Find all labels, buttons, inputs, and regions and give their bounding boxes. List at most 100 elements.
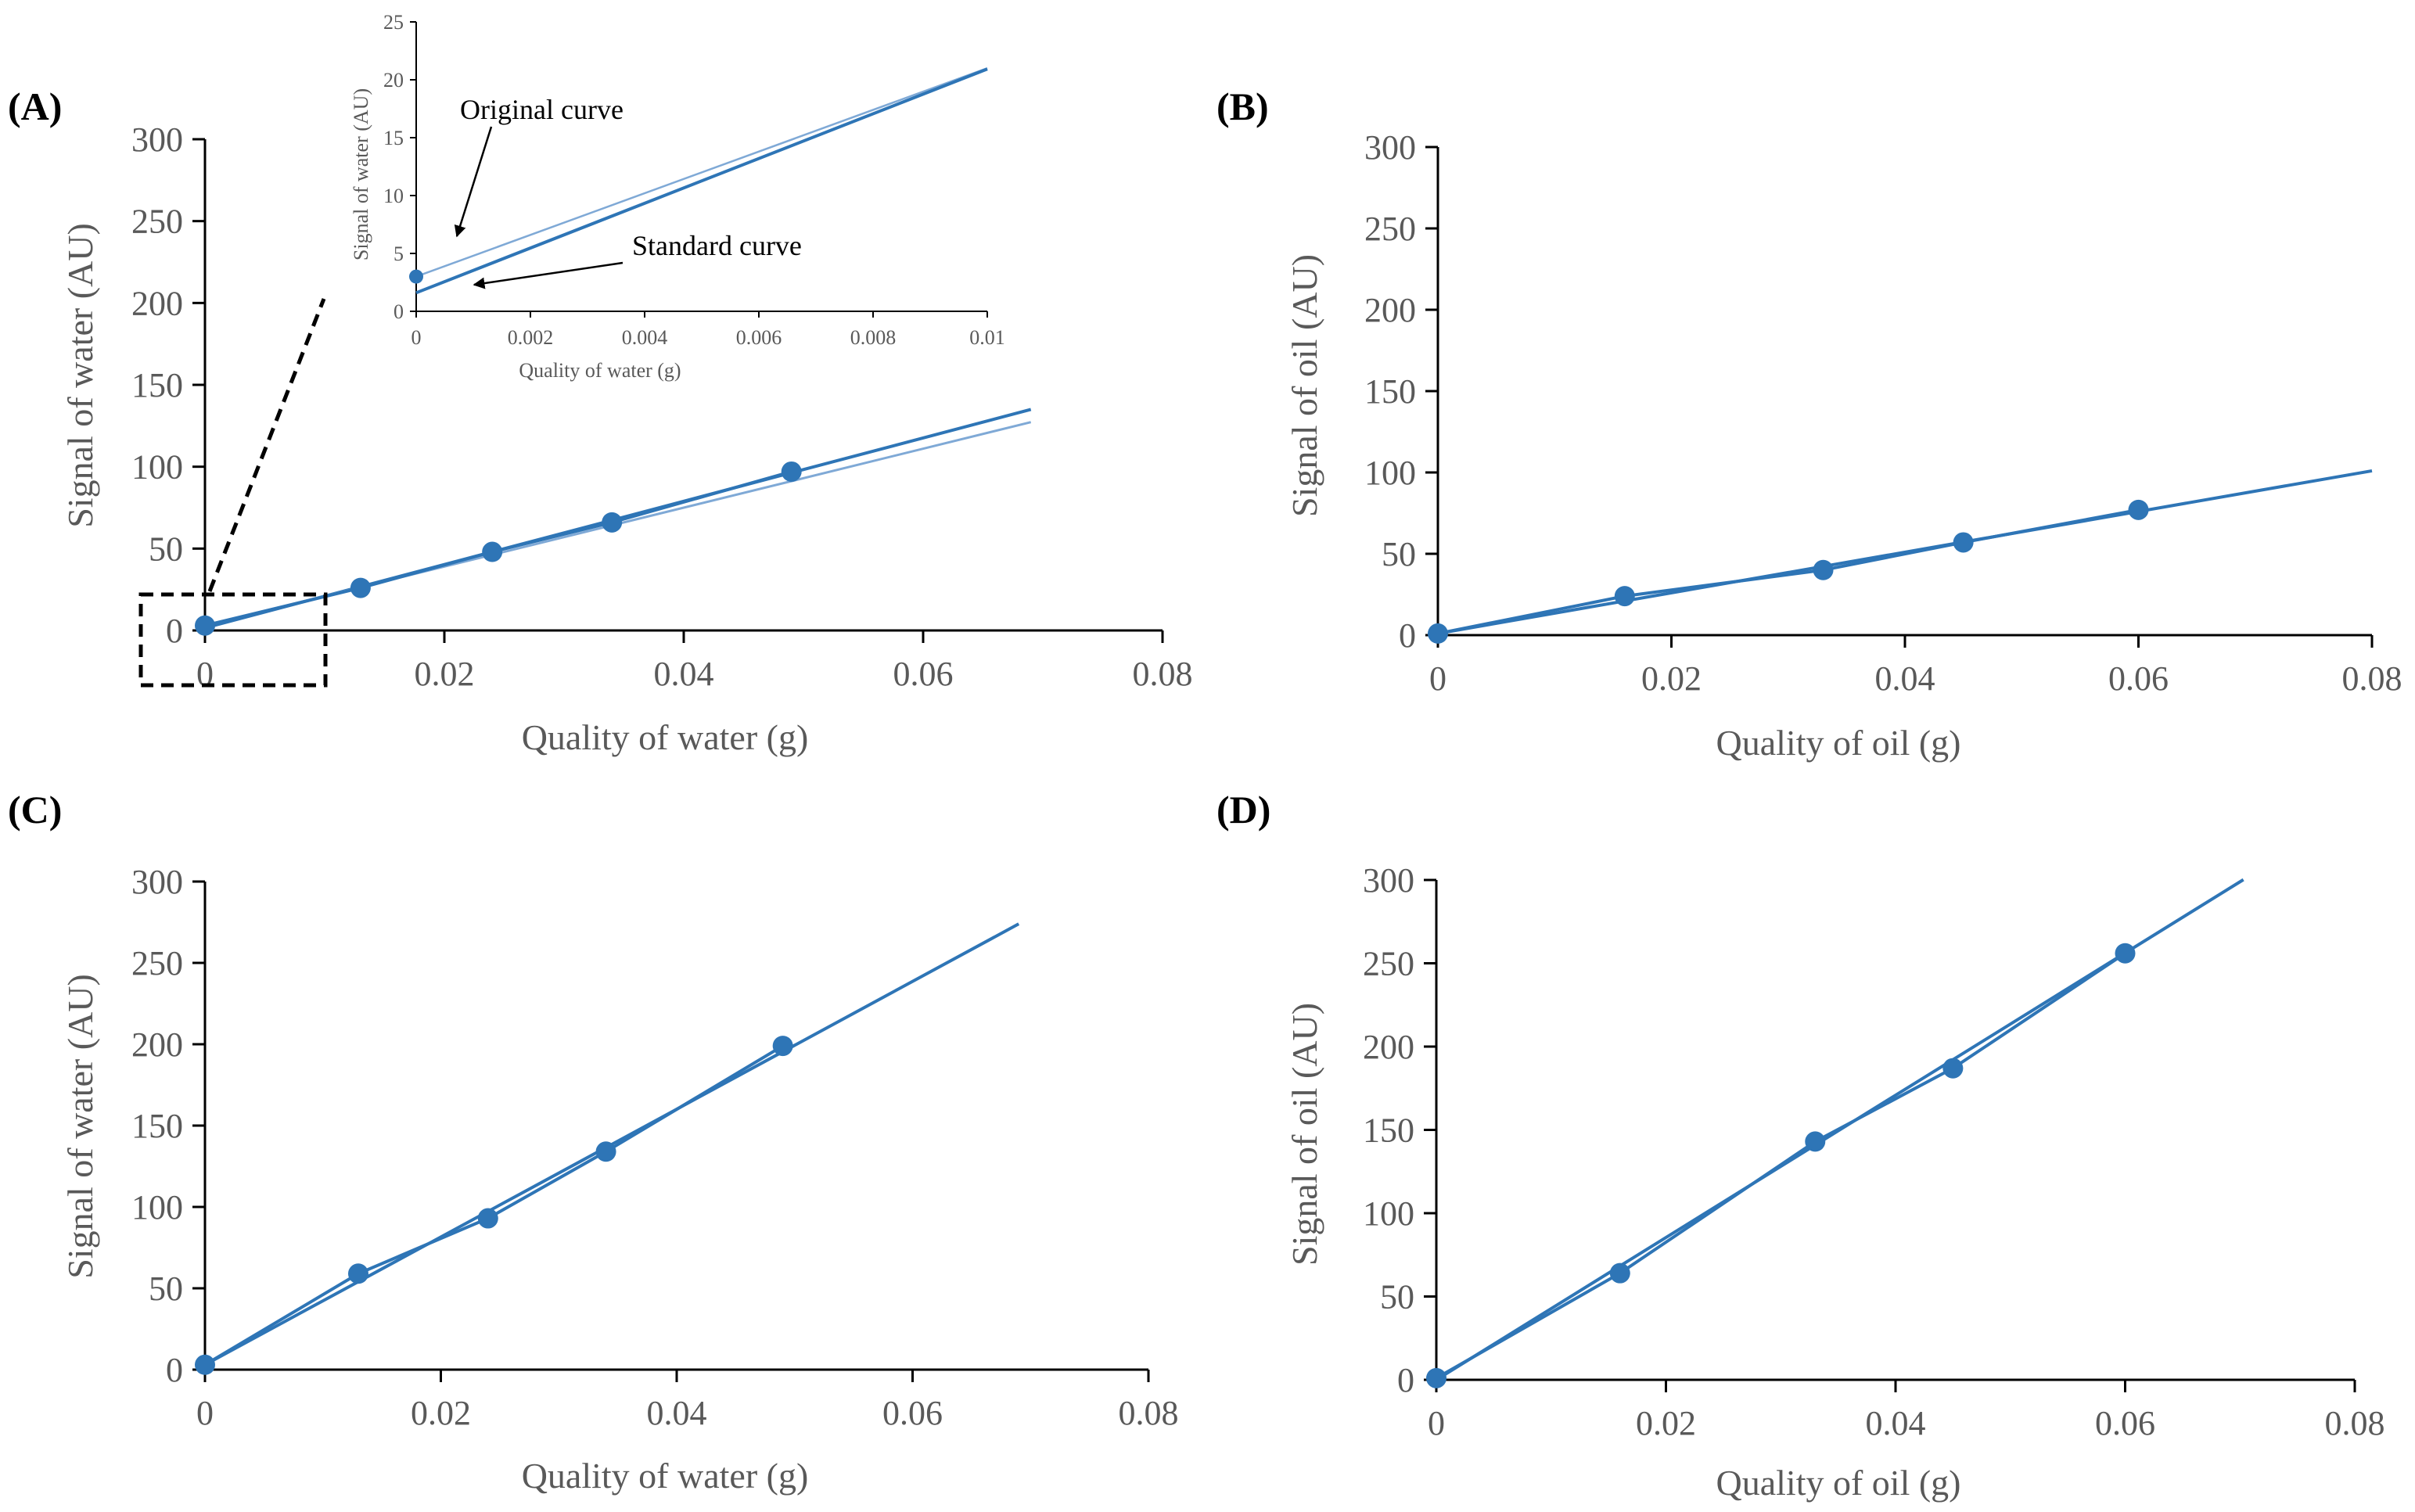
y-tick-label: 250: [131, 944, 183, 982]
x-tick-label: 0: [1428, 1404, 1445, 1442]
inset-y-tick-label: 5: [394, 242, 404, 265]
y-tick-label: 150: [1364, 372, 1416, 411]
y-tick-label: 300: [1364, 128, 1416, 167]
x-tick-label: 0.02: [411, 1394, 471, 1432]
inset-y-tick-label: 20: [383, 69, 404, 92]
chart-panel-3: (C) 0 50 100 150 200 250 300 0 0.02 0.04 0.06 0.08 Qu…: [8, 788, 1179, 1496]
data-point: [2115, 943, 2136, 964]
y-tick-label: 50: [1382, 535, 1416, 573]
arrow-icon: [454, 126, 493, 238]
annotation-original-curve: Original curve: [460, 94, 624, 125]
panel-label: (D): [1216, 788, 1270, 831]
y-tick-label: 0: [166, 1351, 183, 1389]
y-tick-label: 250: [131, 203, 183, 241]
y-tick-label: 200: [131, 1025, 183, 1064]
data-point: [1953, 532, 1974, 553]
zoom-box-icon: [138, 592, 328, 688]
y-tick-label: 200: [1363, 1028, 1414, 1066]
x-tick-label: 0.02: [1636, 1404, 1696, 1442]
data-point: [1426, 1367, 1446, 1388]
y-tick-label: 150: [131, 1107, 183, 1145]
inset-chart: 0 5 10 15 20 25 0 0.002 0.004 0.006 0.008 0.01 Quali…: [350, 11, 1005, 382]
panel-label: (A): [8, 84, 62, 128]
x-tick-label: 0.06: [2108, 659, 2169, 698]
data-point: [772, 1036, 793, 1057]
data-point: [195, 615, 215, 636]
x-axis-title: Quality of water (g): [522, 717, 809, 757]
data-point: [1614, 586, 1635, 607]
inset-original-curve-line: [415, 67, 988, 278]
inset-y-tick-label: 0: [394, 300, 404, 323]
x-tick-label: 0.08: [2342, 659, 2402, 698]
x-tick-label: 0.08: [1119, 1394, 1179, 1432]
y-tick-label: 300: [1363, 861, 1414, 900]
zoom-connector-line: [207, 298, 326, 592]
chart-panel-2: (B) 0 50 100 150 200 250 300 0 0.02 0.04 0.06 0.08 Qu…: [1216, 84, 2402, 763]
y-tick-label: 300: [131, 863, 183, 901]
y-tick-label: 200: [1364, 291, 1416, 329]
data-point: [195, 1354, 215, 1375]
y-tick-label: 250: [1364, 210, 1416, 248]
y-tick-label: 150: [131, 366, 183, 404]
x-axis-title: Quality of water (g): [522, 1456, 809, 1496]
data-point: [1609, 1262, 1630, 1284]
x-tick-label: 0.08: [2325, 1404, 2385, 1442]
x-axis-title: Quality of oil (g): [1716, 723, 1961, 763]
x-tick-label: 0.04: [654, 655, 714, 693]
inset-x-tick-label: 0.008: [850, 326, 897, 349]
y-tick-label: 100: [131, 448, 183, 487]
x-tick-label: 0.04: [1866, 1404, 1926, 1442]
inset-x-axis-title: Quality of water (g): [519, 359, 681, 382]
y-tick-label: 100: [1363, 1194, 1414, 1233]
data-point: [2128, 499, 2149, 520]
data-point: [781, 461, 802, 482]
x-tick-label: 0: [196, 655, 214, 693]
inset-y-tick-label: 10: [383, 185, 404, 207]
x-tick-label: 0: [196, 1394, 214, 1432]
y-tick-label: 0: [1397, 1361, 1414, 1399]
inset-x-tick-label: 0: [411, 326, 422, 349]
y-tick-label: 0: [1399, 616, 1416, 655]
x-tick-label: 0.08: [1133, 655, 1193, 693]
panel-label: (C): [8, 788, 62, 831]
y-axis-title: Signal of water (AU): [60, 974, 100, 1279]
annotation-standard-curve: Standard curve: [632, 230, 802, 261]
data-point: [350, 577, 371, 598]
x-tick-label: 0: [1429, 659, 1446, 698]
x-tick-label: 0.02: [415, 655, 475, 693]
y-tick-label: 100: [1364, 454, 1416, 492]
data-point: [477, 1208, 498, 1229]
x-tick-label: 0.04: [1875, 659, 1935, 698]
x-tick-label: 0.06: [882, 1394, 943, 1432]
data-point: [1942, 1058, 1964, 1079]
inset-x-tick-label: 0.006: [736, 326, 782, 349]
panel-label: (B): [1216, 84, 1269, 128]
y-tick-label: 250: [1363, 945, 1414, 983]
y-tick-label: 50: [149, 530, 183, 568]
y-tick-label: 300: [131, 120, 183, 159]
data-point: [595, 1141, 616, 1162]
data-point: [347, 1263, 368, 1284]
chart-panel-4: (D) 0 50 100 150 200 250 300 0 0.02 0.04 0.06 0.08 Qu…: [1216, 788, 2385, 1503]
y-tick-label: 150: [1363, 1112, 1414, 1150]
y-axis-title: Signal of water (AU): [60, 223, 100, 528]
y-tick-label: 100: [131, 1188, 183, 1226]
y-tick-label: 50: [1380, 1278, 1414, 1316]
x-tick-label: 0.06: [893, 655, 954, 693]
x-axis-title: Quality of oil (g): [1716, 1463, 1961, 1503]
data-point: [1813, 559, 1834, 580]
y-axis-title: Signal of oil (AU): [1285, 1003, 1324, 1266]
arrow-icon: [473, 261, 624, 289]
data-point: [1428, 623, 1448, 644]
inset-y-tick-label: 15: [383, 127, 404, 149]
data-point: [1805, 1131, 1826, 1152]
x-tick-label: 0.06: [2095, 1404, 2155, 1442]
y-tick-label: 200: [131, 284, 183, 322]
inset-x-tick-label: 0.01: [969, 326, 1005, 349]
inset-y-axis-title: Signal of water (AU): [350, 88, 372, 260]
data-point: [482, 541, 503, 562]
inset-y-tick-label: 25: [383, 11, 404, 34]
y-tick-label: 50: [149, 1270, 183, 1308]
